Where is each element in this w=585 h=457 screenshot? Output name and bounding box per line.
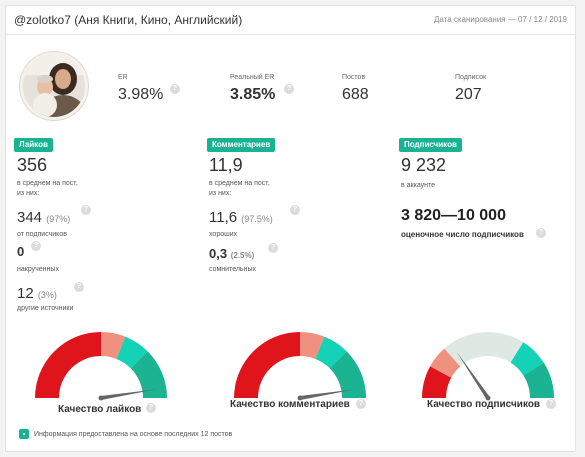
comments-total: 11,9 xyxy=(209,155,243,175)
subscribers-quality-help-icon[interactable]: ? xyxy=(546,399,556,409)
likes-boosted-help-icon[interactable]: ? xyxy=(31,241,41,251)
posts-value: 688 xyxy=(342,86,369,103)
likes-quality-label: Качество лайков xyxy=(58,404,142,415)
subscribers-quality-label: Качество подписчиков xyxy=(427,399,541,410)
comments-doubtful-pct: (2.5%) xyxy=(230,251,255,260)
likes-total: 356 xyxy=(17,155,48,175)
subscribers-estimate-range: 3 820—10 000 xyxy=(401,207,506,224)
gauge-segment-teal xyxy=(523,362,554,398)
subscribers-estimate-help-icon[interactable]: ? xyxy=(536,228,546,238)
likes-quality-gauge xyxy=(35,332,167,401)
comments-good-help-icon[interactable]: ? xyxy=(290,205,300,215)
likes-other-value: 12 xyxy=(17,285,34,302)
comments-avg-note: в среднем на пост, xyxy=(209,180,270,187)
real-er-label: Реальный ER xyxy=(230,74,275,81)
comments-of-them: из них: xyxy=(209,190,232,197)
likes-other-pct: (3%) xyxy=(37,290,57,300)
gauge-needle xyxy=(299,389,356,400)
gauge-segment-salmon xyxy=(101,332,126,359)
gauge-needle-hub xyxy=(485,395,491,401)
real-er-value: 3.85% xyxy=(230,86,276,103)
gauge-segment-teal-light xyxy=(315,336,347,369)
comments-good-label: хороших xyxy=(209,231,238,238)
comments-quality-label: Качество комментариев xyxy=(230,399,350,410)
gauge-segment-salmon xyxy=(300,332,325,359)
gauge-segment-red xyxy=(35,332,101,398)
comments-doubtful-value: 0,3 xyxy=(209,246,228,261)
profile-stats-card: @zolotko7 (Аня Книги, Кино, Английский) … xyxy=(5,5,576,452)
comments-good: 11,6 (97.5%) xyxy=(209,209,273,228)
likes-from-subs-help-icon[interactable]: ? xyxy=(81,205,91,215)
avatar-photo xyxy=(23,55,85,117)
real-er-help-icon[interactable]: ? xyxy=(284,84,294,94)
footer-note: Информация предоставлена на основе после… xyxy=(19,429,232,439)
gauge-segment-teal-light xyxy=(510,342,544,376)
comments-doubtful-label: сомнительных xyxy=(209,266,256,273)
likes-from-subs: 344 (97%) xyxy=(17,209,70,228)
likes-other-label: другие источники xyxy=(17,305,74,312)
gauge-needle-hub xyxy=(98,395,104,401)
er-help-icon[interactable]: ? xyxy=(170,84,180,94)
subscribers-badge: Подписчиков xyxy=(399,138,462,152)
comments-quality-gauge xyxy=(234,332,366,401)
card-header: @zolotko7 (Аня Книги, Кино, Английский) … xyxy=(6,6,575,35)
er-label: ER xyxy=(118,74,128,81)
gauge-needle xyxy=(100,389,157,400)
posts-label: Постов xyxy=(342,74,366,81)
comments-badge: Комментариев xyxy=(207,138,276,152)
likes-badge: Лайков xyxy=(14,138,53,152)
likes-boosted-label: накрученных xyxy=(17,266,59,273)
gauge-segment-grey xyxy=(444,332,524,367)
info-check-icon xyxy=(19,429,29,439)
likes-avg-note: в среднем на пост, xyxy=(17,180,78,187)
subscribers-estimate-label: оценочное число подписчиков xyxy=(401,230,524,239)
gauge-needle xyxy=(456,351,490,400)
er-value: 3.98% xyxy=(118,86,163,104)
likes-other-help-icon[interactable]: ? xyxy=(74,282,84,292)
gauge-needle-hub xyxy=(297,395,303,401)
footer-note-text: Информация предоставлена на основе после… xyxy=(34,430,233,438)
comments-doubtful-help-icon[interactable]: ? xyxy=(268,243,278,253)
likes-other: 12 (3%) xyxy=(17,285,57,304)
likes-boosted-value: 0 xyxy=(17,244,25,259)
gauge-segment-teal-light xyxy=(116,336,148,369)
likes-from-subs-value: 344 xyxy=(17,209,43,226)
comments-doubtful: 0,3 (2.5%) xyxy=(209,246,254,261)
followings-label: Подписок xyxy=(455,74,487,81)
likes-quality-help-icon[interactable]: ? xyxy=(146,403,156,413)
followings-value: 207 xyxy=(455,86,482,103)
gauge-segment-red xyxy=(422,366,452,398)
scan-date: Дата сканирования — 07 / 12 / 2019 xyxy=(433,15,567,24)
comments-good-value: 11,6 xyxy=(209,209,238,226)
avatar xyxy=(20,52,88,120)
likes-from-subs-label: от подписчиков xyxy=(17,231,67,238)
likes-of-them: из них: xyxy=(17,190,40,197)
gauge-segment-salmon xyxy=(430,348,461,378)
gauge-segment-red xyxy=(234,332,300,398)
likes-from-subs-pct: (97%) xyxy=(46,214,71,224)
comments-quality-help-icon[interactable]: ? xyxy=(356,399,366,409)
er-number: 3.98% xyxy=(118,86,164,103)
account-title: @zolotko7 (Аня Книги, Кино, Английский) xyxy=(14,13,243,27)
subscribers-in-account: в аккаунте xyxy=(401,182,436,189)
gauge-segment-teal xyxy=(130,351,167,398)
comments-good-pct: (97.5%) xyxy=(241,214,273,224)
subscribers-quality-gauge xyxy=(422,332,554,401)
gauge-segment-teal xyxy=(329,351,366,398)
subscribers-total: 9 232 xyxy=(401,155,447,175)
